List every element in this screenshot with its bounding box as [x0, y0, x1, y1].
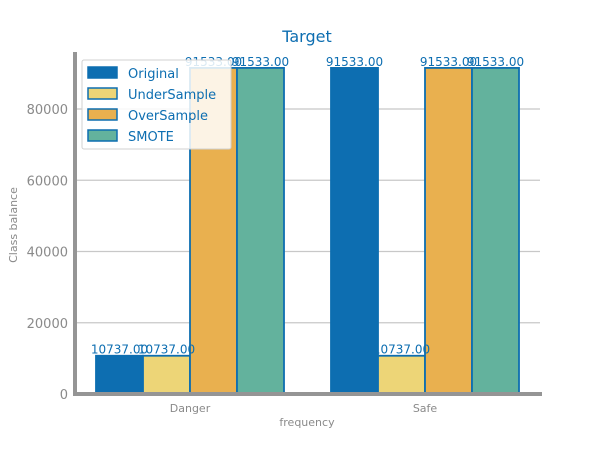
bar-undersample-safe — [377, 354, 426, 395]
data-label: 91533.00 — [232, 55, 289, 69]
y-tick-label: 80000 — [27, 103, 68, 118]
x-axis-label: frequency — [279, 416, 335, 429]
y-tick-label: 60000 — [27, 174, 68, 189]
data-labels: 10737.0010737.0091533.0091533.0091533.00… — [91, 55, 524, 357]
data-label: 91533.00 — [420, 55, 477, 69]
legend-swatch — [87, 108, 118, 121]
legend-label: OverSample — [128, 109, 208, 124]
legend-label: SMOTE — [128, 130, 174, 145]
y-axis-label: Class balance — [7, 187, 20, 263]
bar-smote-danger — [236, 67, 285, 395]
y-tick-label: 0 — [60, 388, 68, 403]
bar-oversample-safe — [424, 67, 473, 395]
legend-label: UnderSample — [128, 88, 216, 103]
legend-swatch — [87, 129, 118, 142]
data-label: 10737.00 — [138, 343, 195, 357]
data-label: 10737.00 — [373, 343, 430, 357]
x-tick-labels: Danger Safe — [170, 402, 438, 415]
axes — [73, 52, 542, 396]
bar-original-safe — [330, 67, 379, 395]
y-tick-labels: 0 20000 40000 60000 80000 — [27, 103, 68, 403]
x-tick-label: Danger — [170, 402, 211, 415]
bar-undersample-danger — [142, 354, 191, 395]
chart-title: Target — [281, 27, 332, 46]
data-label: 91533.00 — [467, 55, 524, 69]
data-label: 91533.00 — [326, 55, 383, 69]
legend-label: Original — [128, 67, 179, 82]
y-tick-label: 20000 — [27, 317, 68, 332]
legend-box — [81, 59, 232, 150]
x-tick-label: Safe — [413, 402, 438, 415]
bar-original-danger — [95, 354, 144, 395]
y-tick-label: 40000 — [27, 246, 68, 261]
legend: Original UnderSample OverSample SMOTE — [81, 59, 232, 150]
data-label: 10737.00 — [91, 343, 148, 357]
legend-swatch — [87, 66, 118, 79]
legend-swatch — [87, 87, 118, 100]
bar-smote-safe — [471, 67, 520, 395]
